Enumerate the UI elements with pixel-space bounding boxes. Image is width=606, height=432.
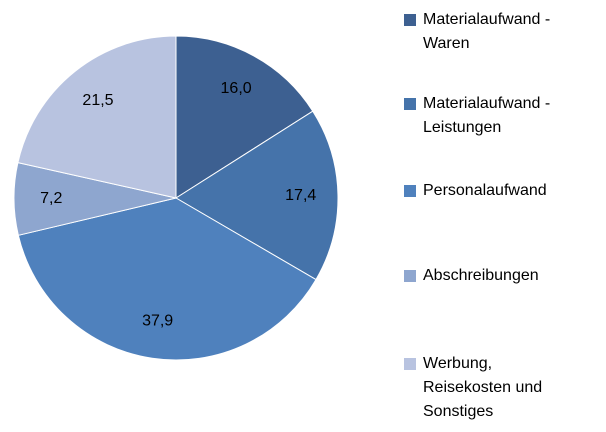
data-label: 16,0 <box>221 80 252 97</box>
legend-swatch <box>404 185 416 197</box>
legend-label: Abschreibungen <box>423 267 539 284</box>
pie-area: 16,0 17,4 37,9 7,2 21,5 <box>13 35 339 361</box>
data-label: 7,2 <box>40 190 62 207</box>
legend-swatch <box>404 358 416 370</box>
data-label: 17,4 <box>285 187 316 204</box>
legend-item: Werbung, Reisekosten und Sonstiges <box>400 352 600 424</box>
legend-swatch <box>404 98 416 110</box>
pie-slice <box>17 35 177 199</box>
legend-item: Materialaufwand - Waren <box>400 8 600 56</box>
legend-swatch <box>404 14 416 26</box>
legend-label: Werbung, Reisekosten und Sonstiges <box>423 355 543 420</box>
legend: Materialaufwand - Waren Materialaufwand -… <box>400 0 600 432</box>
data-label: 37,9 <box>142 313 173 330</box>
legend-item: Materialaufwand - Leistungen <box>400 92 600 140</box>
pie-slice <box>175 35 314 199</box>
legend-label: Personalaufwand <box>423 182 547 199</box>
legend-swatch <box>404 270 416 282</box>
legend-label: Materialaufwand - Waren <box>423 11 551 52</box>
legend-label: Materialaufwand - Leistungen <box>423 95 551 136</box>
pie-slice <box>175 110 339 281</box>
legend-item: Abschreibungen <box>400 264 600 288</box>
pie-slice <box>17 197 317 361</box>
legend-item: Personalaufwand <box>400 179 600 203</box>
data-label: 21,5 <box>82 92 113 109</box>
